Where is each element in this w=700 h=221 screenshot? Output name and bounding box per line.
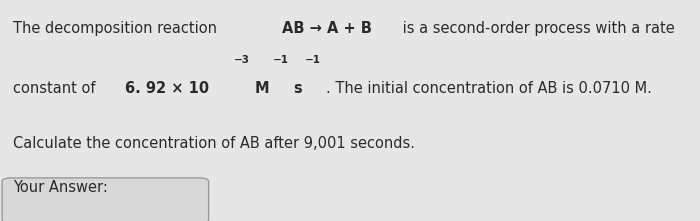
Text: The decomposition reaction: The decomposition reaction bbox=[13, 21, 221, 36]
Text: Your Answer:: Your Answer: bbox=[13, 180, 108, 195]
Text: AB → A + B: AB → A + B bbox=[282, 21, 372, 36]
Text: . The initial concentration of AB is 0.0710 M.: . The initial concentration of AB is 0.0… bbox=[326, 81, 652, 96]
Text: Calculate the concentration of AB after 9,001 seconds.: Calculate the concentration of AB after … bbox=[13, 136, 414, 151]
Text: −1: −1 bbox=[305, 55, 321, 65]
Text: s: s bbox=[294, 81, 302, 96]
Text: 6. 92 × 10: 6. 92 × 10 bbox=[125, 81, 209, 96]
FancyBboxPatch shape bbox=[2, 178, 209, 221]
Text: −1: −1 bbox=[273, 55, 289, 65]
Text: constant of: constant of bbox=[13, 81, 99, 96]
Text: −3: −3 bbox=[234, 55, 250, 65]
Text: M: M bbox=[254, 81, 269, 96]
Text: is a second-order process with a rate: is a second-order process with a rate bbox=[398, 21, 675, 36]
